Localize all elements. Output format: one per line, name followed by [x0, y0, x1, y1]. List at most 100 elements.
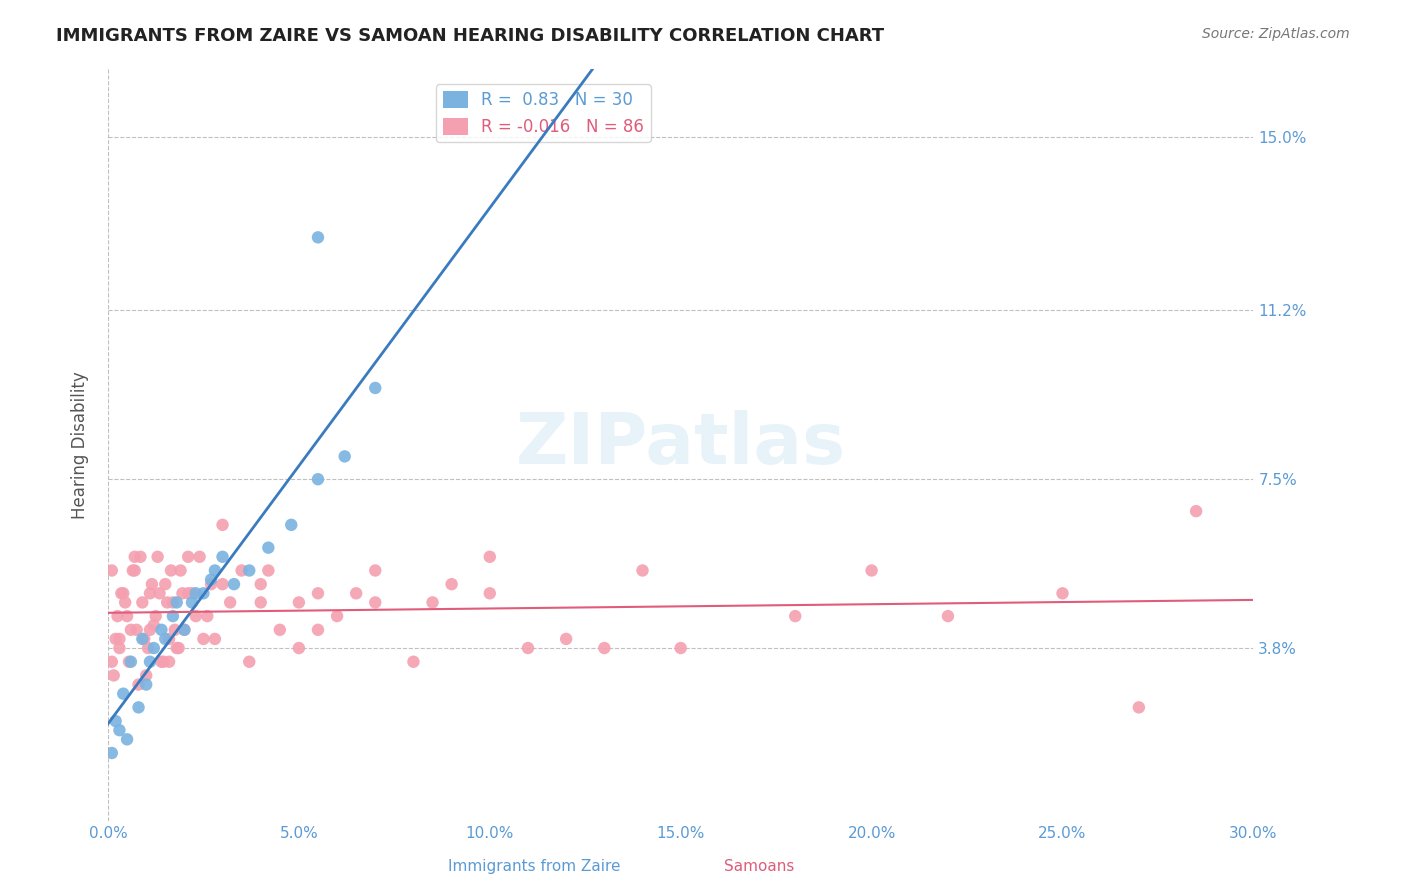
Point — [440, 577, 463, 591]
Point — [219, 595, 242, 609]
Point — [101, 746, 124, 760]
Point — [139, 655, 162, 669]
Point — [150, 655, 173, 669]
Point — [142, 641, 165, 656]
Point — [333, 450, 356, 464]
Point — [142, 618, 165, 632]
Point — [131, 595, 153, 609]
Point — [101, 564, 124, 578]
Point — [173, 623, 195, 637]
Point — [181, 595, 204, 609]
Point — [167, 641, 190, 656]
Point — [135, 677, 157, 691]
Point — [162, 595, 184, 609]
Point — [108, 723, 131, 738]
Point — [307, 230, 329, 244]
Point — [157, 655, 180, 669]
Point — [181, 586, 204, 600]
Point — [193, 586, 215, 600]
Point — [139, 623, 162, 637]
Text: ZIPatlas: ZIPatlas — [516, 410, 846, 480]
Point — [288, 595, 311, 609]
Point — [148, 586, 170, 600]
Point — [402, 655, 425, 669]
Point — [200, 577, 222, 591]
Point — [249, 595, 271, 609]
Point — [249, 577, 271, 591]
Point — [344, 586, 367, 600]
Point — [104, 632, 127, 646]
Point — [785, 609, 807, 624]
Point — [188, 549, 211, 564]
Point — [422, 595, 444, 609]
Point — [120, 655, 142, 669]
Point — [307, 472, 329, 486]
Point — [211, 517, 233, 532]
Point — [238, 564, 260, 578]
Point — [200, 573, 222, 587]
Point — [155, 632, 177, 646]
Point — [115, 732, 138, 747]
Point — [257, 564, 280, 578]
Point — [517, 641, 540, 656]
Text: IMMIGRANTS FROM ZAIRE VS SAMOAN HEARING DISABILITY CORRELATION CHART: IMMIGRANTS FROM ZAIRE VS SAMOAN HEARING … — [56, 27, 884, 45]
Point — [124, 564, 146, 578]
Point — [936, 609, 959, 624]
Point — [134, 632, 156, 646]
Point — [104, 714, 127, 728]
Point — [307, 623, 329, 637]
Point — [172, 586, 194, 600]
Point — [139, 586, 162, 600]
Point — [257, 541, 280, 555]
Point — [112, 687, 135, 701]
Point — [860, 564, 883, 578]
Point — [1185, 504, 1208, 518]
Text: Immigrants from Zaire: Immigrants from Zaire — [449, 859, 620, 874]
Point — [307, 586, 329, 600]
Text: Source: ZipAtlas.com: Source: ZipAtlas.com — [1202, 27, 1350, 41]
Point — [326, 609, 349, 624]
Point — [125, 623, 148, 637]
Point — [107, 609, 129, 624]
Point — [166, 595, 188, 609]
Point — [146, 549, 169, 564]
Point — [131, 632, 153, 646]
Point — [177, 586, 200, 600]
Point — [364, 381, 387, 395]
Point — [231, 564, 253, 578]
Point — [150, 623, 173, 637]
Point — [222, 577, 245, 591]
Point — [478, 549, 501, 564]
Point — [163, 623, 186, 637]
Point — [177, 549, 200, 564]
Point — [156, 595, 179, 609]
Point — [1128, 700, 1150, 714]
Point — [593, 641, 616, 656]
Point — [157, 632, 180, 646]
Point — [193, 632, 215, 646]
Point — [478, 586, 501, 600]
Point — [115, 609, 138, 624]
Point — [129, 549, 152, 564]
Point — [669, 641, 692, 656]
Point — [120, 623, 142, 637]
Y-axis label: Hearing Disability: Hearing Disability — [72, 371, 89, 519]
Point — [238, 655, 260, 669]
Point — [169, 564, 191, 578]
Point — [103, 668, 125, 682]
Point — [101, 655, 124, 669]
Point — [204, 564, 226, 578]
Point — [135, 668, 157, 682]
Point — [160, 564, 183, 578]
Point — [184, 609, 207, 624]
Point — [211, 549, 233, 564]
Point — [288, 641, 311, 656]
Point — [269, 623, 291, 637]
Point — [155, 577, 177, 591]
Point — [108, 632, 131, 646]
Point — [364, 564, 387, 578]
Point — [118, 655, 141, 669]
Point — [204, 632, 226, 646]
Point — [184, 586, 207, 600]
Point — [128, 700, 150, 714]
